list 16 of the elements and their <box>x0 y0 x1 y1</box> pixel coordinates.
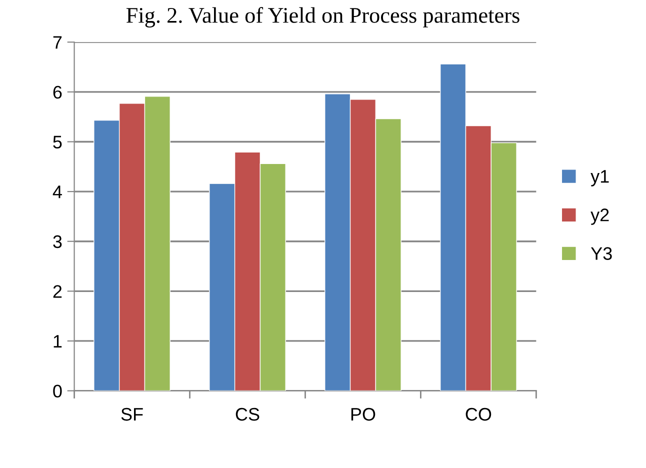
x-tick-label: PO <box>351 408 376 421</box>
y-tick-label: 4 <box>52 186 62 198</box>
y-tick-label: 2 <box>53 285 62 298</box>
y-tick-label: 1 <box>54 335 62 348</box>
x-tick-label: CO <box>466 408 492 421</box>
x-tick-label: CS <box>236 408 260 421</box>
y-tick-label: 6 <box>53 86 62 99</box>
legend-label: y2 <box>590 208 609 225</box>
y-tick-label: 3 <box>53 235 62 248</box>
y-tick-label: 0 <box>53 384 62 398</box>
chart-title: Fig. 2. Value of Yield on Process parameters <box>126 7 520 28</box>
x-tick-label: SF <box>121 408 143 421</box>
legend-label: Y3 <box>590 247 612 260</box>
legend-label: y1 <box>590 170 609 186</box>
y-tick-label: 5 <box>53 136 62 148</box>
y-tick-label: 7 <box>53 36 62 49</box>
